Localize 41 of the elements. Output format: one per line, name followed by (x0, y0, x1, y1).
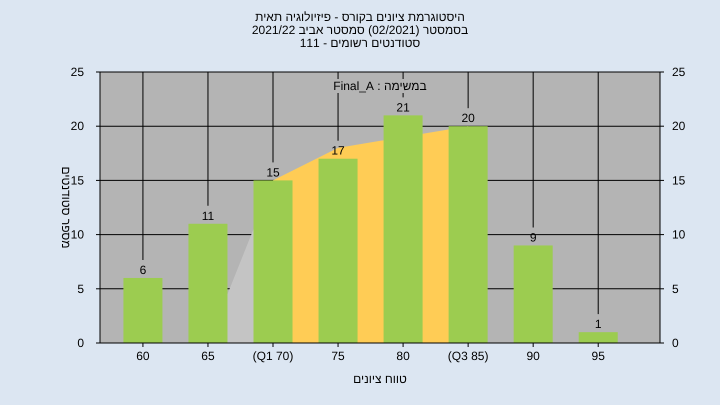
y-tick-label: 25 (70, 65, 84, 79)
data-label: 11 (202, 208, 215, 223)
x-tick-label: 75 (331, 349, 346, 363)
bar (514, 245, 553, 343)
x-tick-label: (Q3 85) (448, 349, 488, 363)
y2-tick-label: 0 (672, 336, 679, 350)
data-label: 17 (331, 144, 346, 158)
bar (578, 332, 618, 343)
y-tick-label: 10 (70, 228, 84, 242)
bar (188, 224, 228, 343)
x-tick-label: 65 (201, 349, 215, 363)
y2-tick-label: 10 (672, 228, 686, 242)
data-label: 6 (140, 262, 147, 277)
chart-subtitle: בסמסטר (02/2021) סמסטר אביב 2021/22 (252, 23, 468, 37)
bar (318, 158, 358, 343)
bar (123, 278, 162, 343)
y2-tick-label: 5 (672, 282, 679, 296)
y2-tick-label: 15 (672, 173, 686, 188)
y-tick-label: 20 (70, 119, 84, 134)
x-tick-label: (Q1 70) (252, 349, 294, 363)
y2-tick-label: 25 (672, 65, 686, 79)
data-label: 20 (461, 111, 476, 126)
bar (253, 180, 293, 343)
bar (448, 126, 488, 343)
data-label: 15 (266, 165, 280, 180)
x-tick-label: 80 (396, 349, 410, 363)
y2-tick-label: 20 (672, 119, 686, 134)
y-tick-label: 15 (70, 173, 84, 188)
y-axis-title: מספר סטודנטים (59, 166, 73, 249)
x-tick-label: 95 (592, 349, 606, 363)
annotation: במשימה : Final_A (333, 79, 427, 93)
data-label: 21 (396, 100, 410, 114)
y-tick-label: 5 (77, 282, 84, 296)
x-tick-label: 90 (526, 349, 540, 363)
text: סטודנטים רשומים - 111 (300, 36, 420, 50)
x-tick-label: 60 (136, 349, 150, 363)
x-axis-title: טווח ציונים (353, 372, 408, 386)
bar (384, 115, 423, 343)
chart-title: היסטוגרמת ציונים בקורס - פיזיולוגיה תאית (255, 10, 465, 24)
y-tick-label: 0 (77, 336, 84, 350)
data-label: 1 (594, 317, 602, 332)
